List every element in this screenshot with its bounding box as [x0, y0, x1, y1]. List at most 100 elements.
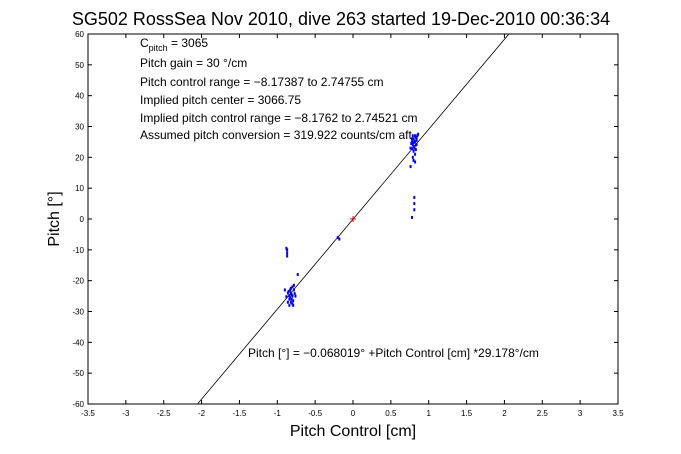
data-point [415, 138, 418, 142]
assumed-conversion-annotation: Assumed pitch conversion = 319.922 count… [140, 128, 412, 142]
data-point [411, 134, 414, 138]
data-point [286, 300, 289, 304]
data-point [291, 294, 294, 298]
x-tick-label: -1 [274, 409, 282, 418]
x-tick-label: 3 [578, 409, 583, 418]
data-point [412, 158, 415, 162]
data-point [409, 146, 412, 150]
y-tick-label: 60 [75, 30, 84, 39]
data-point [291, 285, 294, 289]
x-tick-label: -1.5 [233, 409, 247, 418]
data-point [285, 295, 288, 299]
data-point [293, 292, 296, 296]
data-point [336, 236, 339, 239]
data-point [286, 254, 289, 258]
data-point [413, 145, 416, 149]
data-point [412, 137, 415, 141]
x-tick-label: -2 [198, 409, 206, 418]
data-point [414, 134, 417, 138]
data-point [415, 137, 418, 141]
data-point [413, 146, 416, 150]
y-tick-label: -20 [72, 277, 84, 286]
data-point [287, 289, 290, 293]
data-point [289, 300, 292, 304]
data-point [292, 283, 295, 287]
data-point [338, 237, 341, 241]
y-tick-label: 20 [75, 153, 84, 162]
fit-equation-annotation: Pitch [°] = −0.068019° +Pitch Control [c… [248, 346, 539, 360]
data-point [290, 293, 293, 297]
data-point [285, 246, 288, 250]
x-tick-label: 3.5 [612, 409, 624, 418]
x-tick-label: -2.5 [157, 409, 171, 418]
pitch-gain-annotation: Pitch gain = 30 °/cm [140, 56, 247, 70]
data-point [288, 293, 291, 297]
data-point [296, 273, 299, 276]
data-point [289, 286, 292, 290]
data-point [414, 135, 417, 139]
data-point [286, 291, 289, 295]
data-point [416, 134, 419, 138]
data-point [292, 288, 295, 292]
y-tick-label: -10 [72, 246, 84, 255]
data-point [409, 165, 412, 169]
data-point [410, 141, 413, 145]
x-tick-label: -3 [122, 409, 130, 418]
pitch-control-range-annotation: Pitch control range = −8.17387 to 2.7475… [140, 75, 384, 89]
data-point [411, 140, 414, 144]
y-tick-label: 10 [75, 184, 84, 193]
data-point [411, 147, 414, 151]
x-tick-label: 2.5 [537, 409, 549, 418]
y-tick-label: 30 [75, 123, 84, 132]
x-tick-label: 1 [426, 409, 431, 418]
data-point [288, 303, 291, 307]
c-pitch-annotation: Cpitch = 3065 [140, 36, 208, 53]
data-point [289, 291, 292, 295]
c-pitch-symbol: C [140, 36, 149, 50]
y-tick-label: -40 [72, 338, 84, 347]
x-tick-label: 2 [502, 409, 507, 418]
y-tick-label: 40 [75, 92, 84, 101]
data-point [414, 148, 417, 152]
data-point [289, 288, 292, 292]
y-tick-label: -30 [72, 308, 84, 317]
data-point [286, 251, 289, 255]
data-point [292, 303, 295, 307]
x-tick-label: -3.5 [81, 409, 95, 418]
data-point [411, 143, 414, 147]
implied-control-range-annotation: Implied pitch control range = −8.1762 to… [140, 111, 418, 125]
data-point [414, 139, 417, 143]
y-tick-label: 0 [80, 215, 85, 224]
x-tick-label: 0.5 [385, 409, 397, 418]
data-point [413, 208, 416, 212]
data-point [290, 297, 293, 301]
data-point [415, 142, 418, 146]
data-point [289, 296, 292, 300]
data-point [411, 215, 414, 219]
data-point [286, 248, 289, 252]
data-point [292, 299, 295, 303]
data-point [412, 149, 415, 153]
data-point [414, 152, 417, 156]
data-point [288, 297, 291, 301]
c-pitch-value: = 3065 [168, 36, 209, 50]
data-point [283, 288, 286, 292]
y-tick-label: 50 [75, 61, 84, 70]
data-point [411, 155, 414, 159]
y-tick-label: -50 [72, 369, 84, 378]
x-axis-label: Pitch Control [cm] [290, 423, 416, 440]
data-point [412, 141, 415, 145]
implied-pitch-center-annotation: Implied pitch center = 3066.75 [140, 93, 301, 107]
c-pitch-subscript: pitch [149, 43, 168, 53]
x-tick-label: 0 [351, 409, 356, 418]
data-point [413, 202, 416, 206]
y-axis-label: Pitch [°] [46, 191, 63, 246]
data-point [414, 160, 417, 164]
data-point [417, 132, 420, 136]
data-point [413, 195, 416, 199]
x-tick-label: 1.5 [461, 409, 473, 418]
data-point [411, 137, 414, 141]
y-tick-label: -60 [72, 400, 84, 409]
chart-title: SG502 RossSea Nov 2010, dive 263 started… [72, 9, 610, 29]
